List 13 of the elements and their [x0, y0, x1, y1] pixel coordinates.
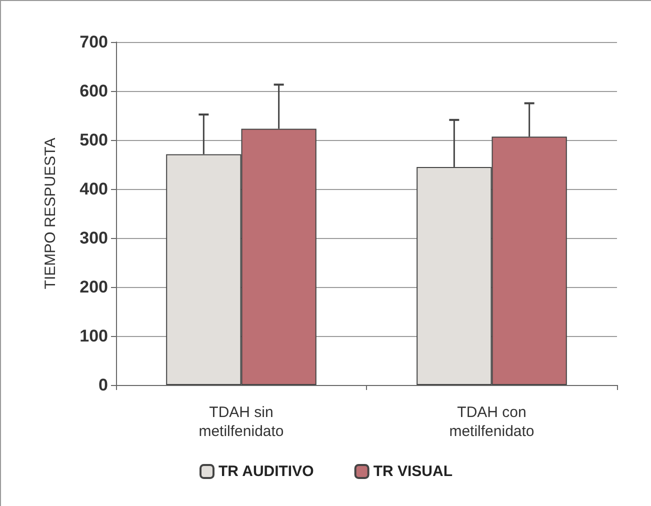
y-tick-label: 500 [80, 130, 108, 150]
y-tick-label: 600 [80, 82, 108, 100]
y-tick-label: 100 [80, 326, 108, 346]
y-tick-label: 400 [80, 180, 108, 198]
y-tick-label: 300 [80, 228, 108, 248]
y-tick-label: 700 [80, 32, 108, 52]
legend-label: TR VISUAL [373, 463, 453, 480]
y-axis-title: TIEMPO RESPUESTA [42, 138, 59, 290]
legend-label: TR AUDITIVO [218, 463, 314, 480]
y-tick-label: 200 [80, 278, 108, 296]
x-tick-label: TDAH sin metilfenidato [198, 404, 284, 440]
x-tick-label: TDAH con metilfenidato [449, 404, 534, 440]
y-tick-label: 0 [98, 376, 108, 394]
